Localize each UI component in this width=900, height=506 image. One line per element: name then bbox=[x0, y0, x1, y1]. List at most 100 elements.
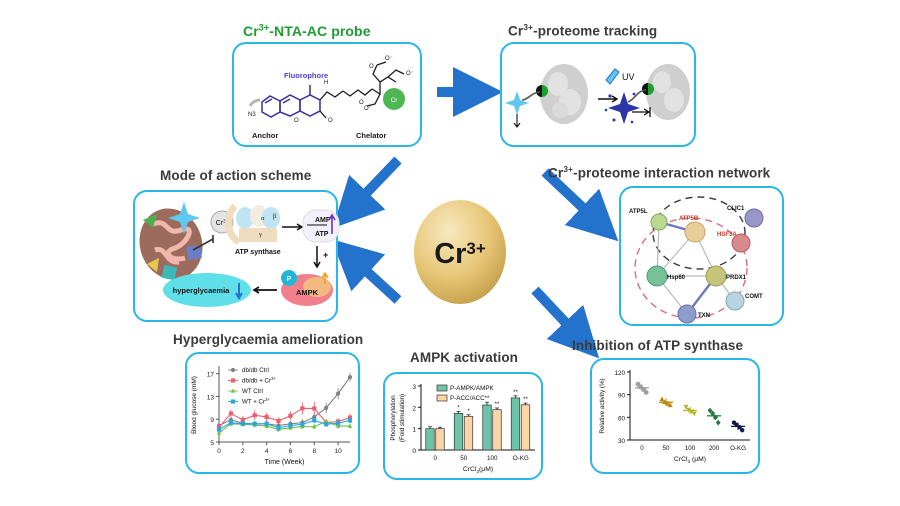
arrow-glucose-to-mode bbox=[331, 239, 402, 304]
x-tick-label: 200 bbox=[709, 445, 720, 452]
data-point bbox=[300, 422, 305, 427]
fluorophore-label: Fluorophore bbox=[284, 71, 328, 80]
node-label: Hsp60 bbox=[667, 275, 686, 281]
bar bbox=[492, 409, 502, 451]
data-point bbox=[659, 396, 665, 402]
node-label: ATP5L bbox=[629, 209, 648, 215]
y-tick-label: 120 bbox=[614, 370, 625, 377]
arrow-to-hyperglycaemia bbox=[252, 286, 277, 294]
linker-1 bbox=[521, 91, 541, 101]
o-double-1: O bbox=[369, 64, 374, 70]
chelator-label: Chelator bbox=[356, 131, 387, 140]
legend-swatch bbox=[436, 394, 448, 402]
node-PRDX1[interactable]: PRDX1 bbox=[705, 265, 747, 287]
tracking-panel-title: Cr3+-proteome tracking bbox=[508, 22, 658, 39]
alpha-label: α bbox=[261, 215, 265, 222]
node-ATP5L[interactable]: ATP5L bbox=[629, 209, 668, 231]
probe-atom-labels: H O⁻ O⁻ O⁻ O O O O bbox=[294, 56, 414, 124]
data-point bbox=[347, 418, 353, 423]
ampk-activation-chart: 01230**50****100****O-KGCrCl3(μM)Phospho… bbox=[390, 384, 535, 474]
legend-item[interactable]: WT + Cr3+ bbox=[228, 397, 270, 406]
data-point bbox=[228, 411, 234, 416]
beta-label: β bbox=[273, 213, 277, 220]
significance-marker: ** bbox=[485, 396, 490, 402]
data-point bbox=[276, 418, 281, 424]
node-TXN[interactable]: TXN bbox=[677, 304, 710, 324]
data-point bbox=[216, 427, 222, 432]
o-double-3: O bbox=[328, 118, 333, 124]
data-point bbox=[643, 390, 649, 395]
x-tick-label: 100 bbox=[487, 455, 498, 462]
legend-item[interactable]: db/db Ctrl bbox=[228, 367, 269, 374]
y-tick-label: 0 bbox=[412, 448, 416, 455]
string-network: ATP5L ATP5B CLIC1 HSF3A Hsp60 bbox=[629, 196, 764, 324]
ampk-label: AMPK bbox=[296, 288, 319, 297]
node-label: CLIC1 bbox=[727, 206, 745, 212]
anchor-label: Anchor bbox=[252, 131, 278, 140]
series-db-db---Cr3- bbox=[216, 401, 353, 431]
uv-label: UV bbox=[622, 72, 635, 82]
series-WT---Cr3- bbox=[216, 417, 353, 432]
significance-marker: ** bbox=[523, 397, 528, 403]
legend-item[interactable]: db/db + Cr3+ bbox=[228, 376, 276, 385]
data-point bbox=[347, 415, 353, 420]
x-axis-label: Time (Week) bbox=[265, 459, 305, 466]
amp-label: AMP bbox=[315, 217, 331, 224]
up-arrow-purple bbox=[328, 213, 336, 234]
yellow-tag bbox=[147, 258, 159, 272]
legend-label: db/db Ctrl bbox=[242, 367, 269, 374]
gamma-label: γ bbox=[258, 231, 262, 238]
node-ATP5B[interactable]: ATP5B bbox=[679, 216, 706, 243]
probe-panel-title: Cr3+-NTA-AC probe bbox=[243, 22, 371, 39]
arrow-to-ampk bbox=[313, 246, 321, 269]
data-point bbox=[240, 417, 245, 422]
ampk-panel: 0 1 2 3 0 * * 50 ** ** 100 ** ** O-KG CrCl3(μM) Phospho… bbox=[383, 372, 543, 480]
bar bbox=[425, 428, 435, 451]
inhibition-connector bbox=[192, 235, 214, 251]
nh-label: H bbox=[324, 80, 328, 86]
o-minus-2: O⁻ bbox=[406, 71, 414, 77]
black-half-2 bbox=[642, 83, 648, 95]
protein-blob-2 bbox=[646, 64, 690, 120]
hyperglycaemia-panel-title: Hyperglycaemia amelioration bbox=[173, 332, 364, 347]
node-COMT[interactable]: COMT bbox=[725, 291, 763, 311]
y-tick-label: 9 bbox=[210, 417, 214, 424]
x-tick-label: 0 bbox=[640, 445, 644, 452]
y-tick-label: 3 bbox=[412, 384, 416, 391]
significance-marker: ** bbox=[513, 390, 518, 396]
legend-label: db/db + Cr3+ bbox=[242, 376, 276, 384]
mode-of-action-diagram: Cr3+ α β γ ATP synthase AMP ATP bbox=[139, 202, 340, 307]
data-point bbox=[276, 425, 281, 430]
dashed-cluster-pink bbox=[634, 217, 748, 319]
data-point bbox=[324, 422, 329, 427]
x-tick-label: 0 bbox=[433, 455, 437, 462]
bar bbox=[510, 397, 521, 451]
legend-item[interactable]: P-ACC/ACC bbox=[436, 394, 485, 402]
node-CLIC1[interactable]: CLIC1 bbox=[727, 206, 764, 228]
atp-synthase-label: ATP synthase bbox=[235, 249, 281, 256]
ampk-panel-title: AMPK activation bbox=[410, 350, 519, 365]
probe-chain bbox=[309, 61, 405, 119]
data-point bbox=[324, 418, 329, 424]
atp-panel-title: Inhibition of ATP synthase bbox=[572, 338, 744, 353]
legend-label: WT + Cr3+ bbox=[242, 397, 270, 405]
x-tick-label: 2 bbox=[241, 448, 245, 455]
tracking-panel: UV bbox=[500, 42, 696, 147]
bar bbox=[520, 404, 531, 451]
legend-item[interactable]: WT Ctrl bbox=[228, 388, 263, 395]
y-tick-label: 17 bbox=[207, 372, 215, 379]
data-point bbox=[707, 407, 713, 414]
node-label: COMT bbox=[745, 294, 763, 300]
node-HSF3A[interactable]: HSF3A bbox=[717, 232, 751, 253]
node-Hsp60[interactable]: Hsp60 bbox=[646, 265, 686, 287]
mode-of-action-panel: Cr3+ α β γ ATP synthase AMP ATP bbox=[133, 190, 340, 322]
tracking-diagram: UV bbox=[505, 64, 690, 128]
atp-synthase-icon: α β γ ATP synthase bbox=[225, 203, 281, 256]
data-point bbox=[216, 430, 222, 435]
significance-marker: * bbox=[467, 409, 470, 415]
network-panel-title: Cr3+-proteome interaction network bbox=[548, 164, 771, 181]
legend-item[interactable]: P-AMPK/AMPK bbox=[436, 384, 495, 392]
x-tick-label: 10 bbox=[334, 448, 342, 455]
x-tick-label: O-KG bbox=[730, 445, 746, 452]
